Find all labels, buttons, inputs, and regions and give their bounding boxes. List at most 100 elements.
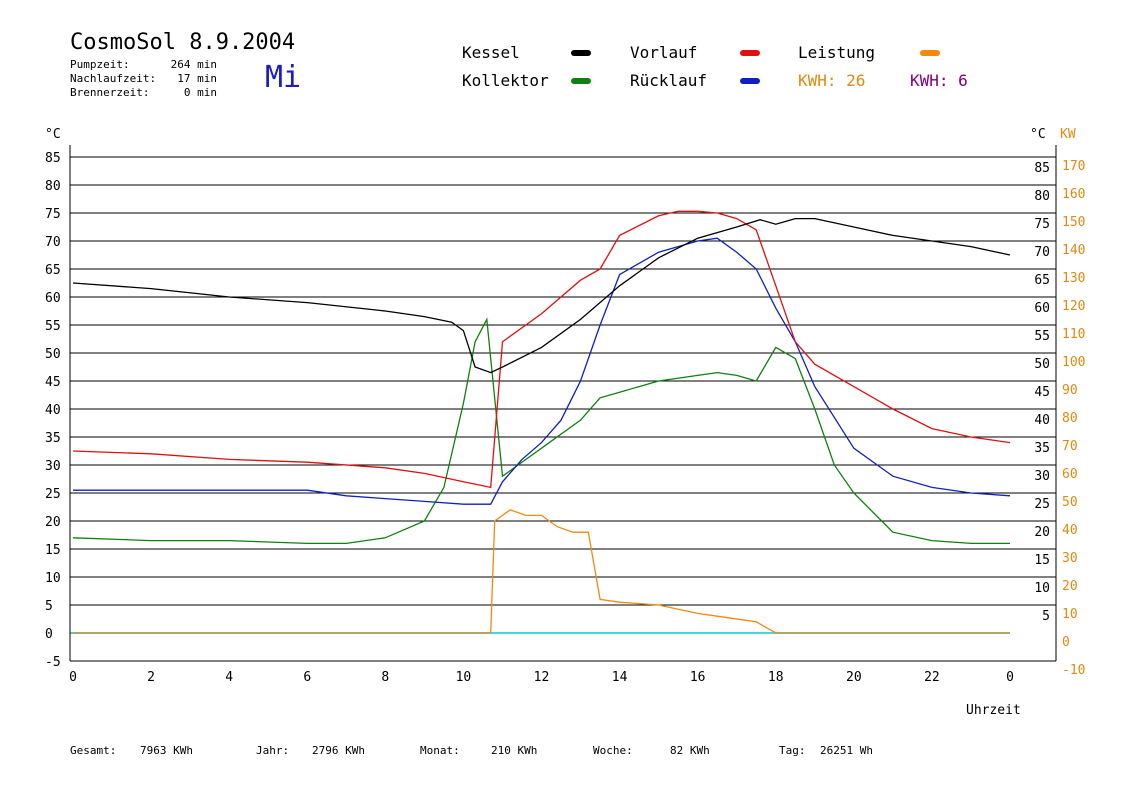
kessel-line — [72, 217, 1011, 374]
y-tick-label-kw: 170 — [1062, 159, 1085, 174]
y-tick-label-left: 0 — [45, 627, 53, 642]
y-tick-label-left: 10 — [45, 571, 61, 586]
nachlaufzeit-label: Nachlaufzeit: — [70, 72, 157, 85]
x-tick-label: 0 — [69, 670, 77, 685]
y-tick-label-kw: 40 — [1062, 523, 1078, 538]
y-tick-label-left: 65 — [45, 263, 61, 278]
legend-leistung-swatch — [920, 50, 940, 56]
y-tick-label-right: 70 — [1034, 245, 1050, 260]
y-tick-label-right: 5 — [1042, 609, 1050, 624]
x-tick-label: 16 — [690, 670, 706, 685]
kollektor-line — [72, 317, 1010, 545]
pumpzeit-value: 264 min — [170, 58, 217, 71]
y-tick-label-kw: 30 — [1062, 551, 1078, 566]
legend-kwh-orange: KWH: 26 — [798, 71, 866, 90]
y-tick-label-left: 60 — [45, 291, 61, 306]
y-tick-label-right: 50 — [1034, 357, 1050, 372]
brennerzeit-value: 0 min — [183, 86, 217, 99]
legend-kollektor-swatch — [571, 78, 591, 84]
y-tick-label-kw: 60 — [1062, 467, 1078, 482]
jahr-value: 2796 KWh — [312, 744, 365, 757]
legend-vorlauf-label: Vorlauf — [630, 43, 698, 62]
chart-grid — [70, 156, 1056, 634]
legend-leistung-label: Leistung — [798, 43, 876, 62]
y-axis-unit-right: °C — [1030, 127, 1046, 142]
y-tick-label-right: 80 — [1034, 189, 1050, 204]
y-tick-label-right: 40 — [1034, 413, 1050, 428]
x-tick-label: 6 — [303, 670, 311, 685]
y-tick-label-right: 10 — [1034, 581, 1050, 596]
chart-axes — [69, 145, 1057, 662]
y-tick-label-left: 50 — [45, 347, 61, 362]
y-tick-label-right: 55 — [1034, 329, 1050, 344]
x-tick-label: 8 — [381, 670, 389, 685]
y-tick-label-right: 15 — [1034, 553, 1050, 568]
y-tick-label-left: 30 — [45, 459, 61, 474]
y-tick-label-kw: 140 — [1062, 243, 1085, 258]
woche-label: Woche: — [593, 744, 633, 757]
y-axis-unit-left: °C — [45, 127, 61, 142]
x-tick-label: 18 — [768, 670, 784, 685]
pumpzeit-label: Pumpzeit: — [70, 58, 130, 71]
y-tick-label-kw: 110 — [1062, 327, 1085, 342]
x-tick-label: 22 — [924, 670, 940, 685]
y-tick-label-left: -5 — [45, 655, 61, 670]
legend-ruecklauf-swatch — [740, 78, 760, 84]
y-tick-label-kw: 20 — [1062, 579, 1078, 594]
legend-kwh-purple: KWH: 6 — [910, 71, 968, 90]
y-tick-label-right: 85 — [1034, 161, 1050, 176]
y-tick-label-right: 35 — [1034, 441, 1050, 456]
y-tick-label-left: 5 — [45, 599, 53, 614]
y-tick-label-right: 65 — [1034, 273, 1050, 288]
tag-value: 26251 Wh — [820, 744, 873, 757]
y-tick-label-kw: 90 — [1062, 383, 1078, 398]
y-tick-label-left: 75 — [45, 207, 61, 222]
y-tick-label-right: 30 — [1034, 469, 1050, 484]
y-tick-label-left: 15 — [45, 543, 61, 558]
y-tick-label-right: 75 — [1034, 217, 1050, 232]
y-tick-label-kw: 160 — [1062, 187, 1085, 202]
y-tick-label-kw: 100 — [1062, 355, 1085, 370]
x-tick-label: 4 — [225, 670, 233, 685]
x-tick-label: 20 — [846, 670, 862, 685]
legend-kollektor-label: Kollektor — [462, 71, 549, 90]
legend-ruecklauf-label: Rücklauf — [630, 71, 708, 90]
y-tick-label-kw: 130 — [1062, 271, 1085, 286]
y-tick-label-kw: 150 — [1062, 215, 1085, 230]
brennerzeit-label: Brennerzeit: — [70, 86, 150, 99]
leistung-line — [73, 509, 1010, 634]
gesamt-value: 7963 KWh — [140, 744, 193, 757]
y-tick-label-left: 70 — [45, 235, 61, 250]
legend-kessel-label: Kessel — [462, 43, 520, 62]
y-tick-label-right: 20 — [1034, 525, 1050, 540]
monat-value: 210 KWh — [491, 744, 538, 757]
y-axis-unit-kw: KW — [1060, 127, 1076, 142]
y-tick-label-kw: 0 — [1062, 635, 1070, 650]
y-tick-label-kw: 50 — [1062, 495, 1078, 510]
x-tick-label: 0 — [1006, 670, 1014, 685]
nachlaufzeit-value: 17 min — [177, 72, 217, 85]
y-tick-label-left: 45 — [45, 375, 61, 390]
y-tick-label-left: 35 — [45, 431, 61, 446]
legend-vorlauf-swatch — [740, 50, 760, 56]
y-tick-label-kw: 70 — [1062, 439, 1078, 454]
y-tick-label-right: 60 — [1034, 301, 1050, 316]
ruecklauf-line — [73, 237, 1011, 505]
x-tick-label: 12 — [534, 670, 550, 685]
y-tick-label-kw: 80 — [1062, 411, 1078, 426]
x-tick-label: 14 — [612, 670, 628, 685]
monat-label: Monat: — [420, 744, 460, 757]
y-tick-label-left: 85 — [45, 151, 61, 166]
y-tick-label-left: 40 — [45, 403, 61, 418]
tag-label: Tag: — [779, 744, 806, 757]
y-tick-label-right: 25 — [1034, 497, 1050, 512]
y-tick-label-kw: -10 — [1062, 663, 1085, 678]
legend-kessel-swatch — [571, 50, 591, 56]
jahr-label: Jahr: — [256, 744, 290, 757]
y-tick-label-left: 20 — [45, 515, 61, 530]
woche-value: 82 KWh — [670, 744, 710, 757]
x-tick-label: 10 — [456, 670, 472, 685]
gesamt-label: Gesamt: — [70, 744, 117, 757]
y-tick-label-left: 55 — [45, 319, 61, 334]
